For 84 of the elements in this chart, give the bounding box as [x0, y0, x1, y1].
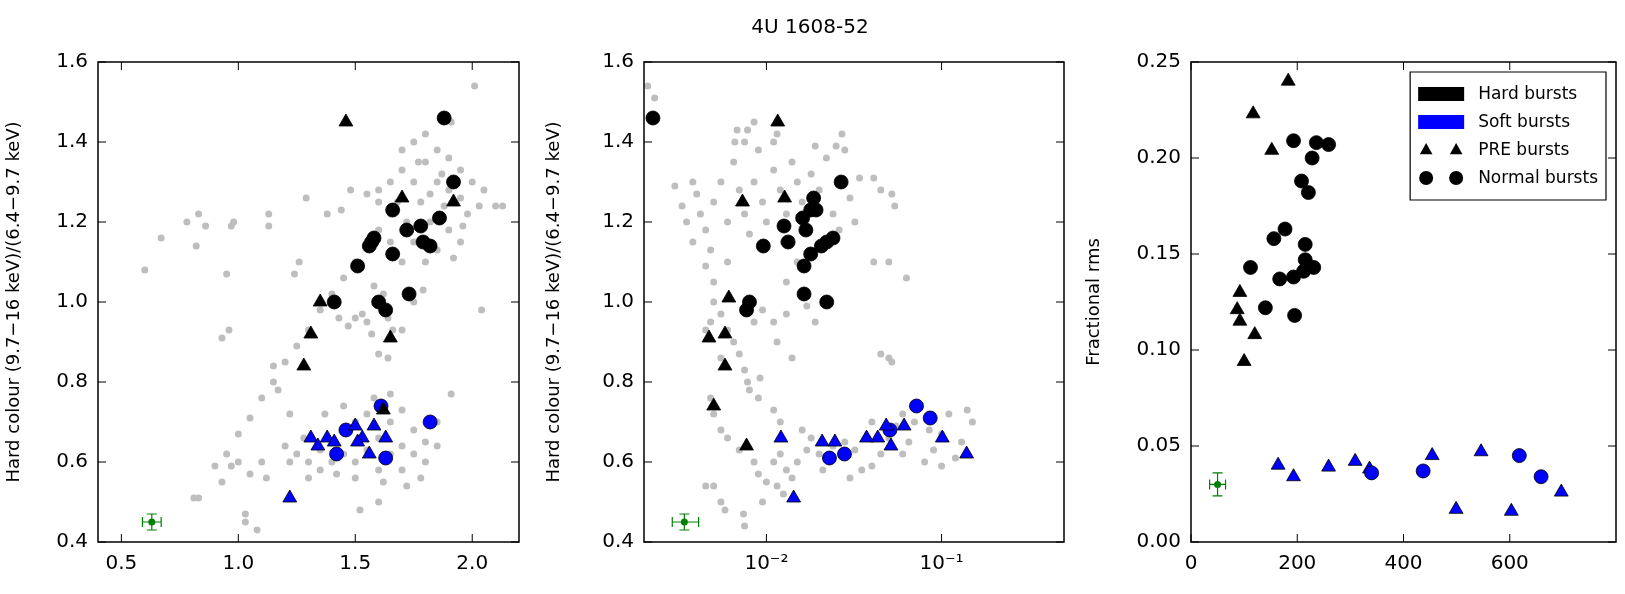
point: [413, 218, 429, 234]
x-tick-label: 2.0: [456, 550, 489, 575]
y-tick-label: 0.25: [1136, 48, 1181, 73]
point: [1243, 260, 1258, 275]
point: [1301, 185, 1316, 200]
point: [432, 210, 447, 226]
x-tick-label: 600: [1490, 550, 1529, 575]
point: [1270, 456, 1286, 470]
point: [1286, 468, 1301, 482]
point: [1277, 221, 1293, 237]
y-tick-label: 1.4: [602, 128, 634, 153]
y-tick-label: 1.4: [56, 128, 88, 153]
x-tick-label: 1.0: [222, 550, 255, 575]
y-tick-label: 1.6: [602, 48, 634, 73]
point: [385, 246, 401, 262]
x-tick-label: 200: [1278, 550, 1317, 575]
point: [326, 433, 342, 447]
y-tick-label: 0.10: [1136, 336, 1181, 361]
point: [1297, 237, 1313, 252]
x-tick-label: 1.5: [339, 550, 372, 575]
x-tick-label: 0: [1184, 550, 1198, 575]
y-tick-label: 0.6: [56, 448, 88, 473]
point: [1304, 150, 1320, 166]
point: [310, 437, 326, 451]
legend-label: Hard bursts: [1478, 83, 1578, 104]
chart-title: 4U 1608-52: [750, 14, 870, 38]
x-tick-label: 10⁻¹: [919, 550, 964, 575]
point: [1504, 502, 1519, 516]
legend-label: Soft bursts: [1478, 111, 1571, 132]
point: [1266, 231, 1282, 247]
point: [303, 429, 319, 443]
y-axis-title: Hard colour (9.7−16 keV)/(6.4−9.7 keV): [2, 121, 24, 483]
point: [1473, 443, 1489, 457]
y-axis-title: Fractional rms: [1082, 238, 1104, 366]
point: [1321, 137, 1336, 152]
point: [378, 302, 394, 318]
point: [1287, 308, 1302, 323]
legend-label: Normal bursts: [1478, 167, 1599, 188]
point: [1257, 300, 1273, 316]
point: [1347, 452, 1363, 466]
point: [1294, 173, 1309, 189]
y-tick-label: 0.00: [1136, 528, 1181, 553]
y-tick-label: 0.8: [602, 368, 634, 393]
y-tick-label: 1.0: [56, 288, 88, 313]
y-tick-label: 1.2: [602, 208, 634, 233]
point: [1448, 500, 1464, 514]
y-tick-label: 0.05: [1136, 432, 1181, 457]
x-tick-label: 10⁻²: [744, 550, 789, 575]
point: [436, 110, 452, 126]
y-tick-label: 0.6: [602, 448, 634, 473]
y-tick-label: 1.6: [56, 48, 88, 73]
point: [1286, 269, 1301, 285]
point: [282, 489, 298, 503]
point: [446, 174, 461, 190]
point: [1286, 133, 1301, 149]
point: [1308, 135, 1324, 151]
point: [401, 286, 417, 302]
point: [366, 417, 382, 431]
point: [361, 445, 377, 459]
point: [1296, 263, 1312, 279]
y-tick-label: 1.2: [56, 208, 88, 233]
y-tick-label: 0.15: [1136, 240, 1181, 265]
point: [326, 294, 342, 310]
y-tick-label: 0.8: [56, 368, 88, 393]
point: [347, 417, 363, 431]
y-tick-label: 0.4: [56, 528, 88, 553]
y-tick-label: 0.4: [602, 528, 634, 553]
point: [378, 429, 394, 443]
point: [1553, 483, 1569, 497]
point: [350, 258, 366, 274]
x-tick-label: 400: [1384, 550, 1423, 575]
point: [361, 238, 377, 254]
y-tick-label: 0.20: [1136, 144, 1181, 169]
y-axis-title: Hard colour (9.7−16 keV)/(6.4−9.7 keV): [542, 121, 564, 483]
point: [1424, 447, 1440, 460]
point: [1272, 271, 1288, 287]
point: [422, 238, 438, 254]
point: [1321, 458, 1336, 472]
x-tick-label: 0.5: [105, 550, 138, 575]
y-tick-label: 1.0: [602, 288, 634, 313]
point: [350, 433, 365, 447]
point: [399, 222, 415, 238]
point: [385, 202, 401, 218]
legend-label: PRE bursts: [1478, 139, 1570, 160]
